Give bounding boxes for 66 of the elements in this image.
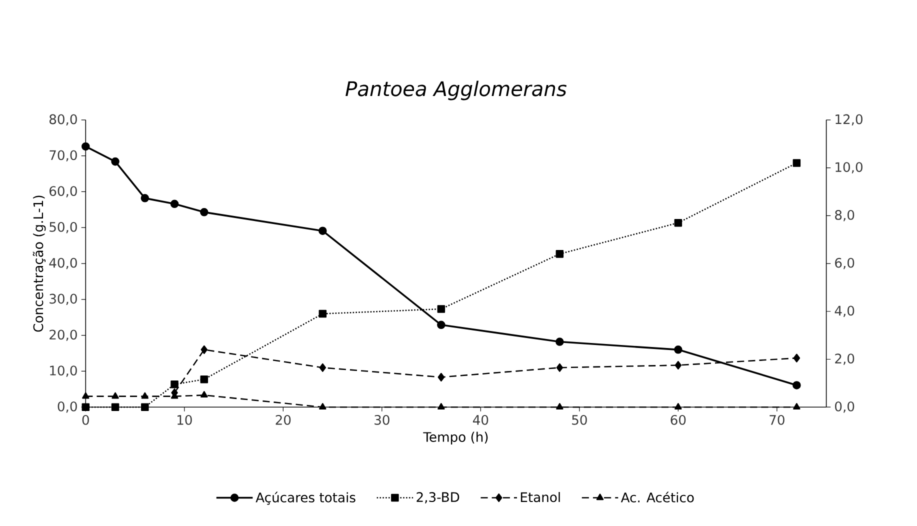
point (792, 159, 801, 167)
x-axis-title: Tempo (h) (423, 432, 488, 444)
legend-label: Ac. Acético (620, 492, 694, 502)
legend-label: Açúcares totais (256, 492, 356, 505)
point (140, 194, 150, 202)
x-tick-label: 20 (276, 414, 291, 425)
point (82, 142, 90, 151)
point (437, 320, 446, 330)
x-tick-label: 10 (178, 414, 192, 425)
point (200, 391, 208, 398)
y-tick-label: 50,0 (50, 222, 77, 234)
point (82, 403, 90, 411)
y-tick-label: 10,0 (50, 366, 77, 377)
y-tick-label: 20,0 (50, 330, 77, 341)
y-tick-label: 30,0 (50, 294, 77, 306)
x-tick-label: 60 (670, 414, 686, 425)
point (674, 218, 682, 227)
y2-tick-label: 12,0 (836, 114, 862, 126)
point (319, 403, 326, 410)
point (793, 403, 800, 410)
point (170, 380, 178, 388)
legend-label: 2,3-BD (416, 492, 460, 504)
x-tick-label: 0 (82, 414, 89, 425)
point (318, 310, 327, 318)
y-tick-label: 80,0 (50, 114, 77, 126)
point (112, 392, 119, 399)
point (318, 226, 327, 235)
point (438, 403, 445, 410)
y2-tick-label: 4,0 (834, 306, 854, 317)
point (437, 305, 446, 313)
point (141, 392, 149, 399)
x-tick-label: 50 (572, 414, 587, 425)
point (111, 157, 120, 166)
point (674, 360, 682, 370)
y-tick-label: 60,0 (50, 186, 77, 198)
point (200, 345, 208, 354)
point (438, 372, 445, 382)
point (556, 250, 564, 258)
legend-label: Etanol (520, 492, 560, 502)
y2-tick-label: 10,0 (836, 162, 862, 174)
point (82, 392, 90, 399)
y-tick-label: 40,0 (49, 258, 77, 270)
point (674, 403, 682, 410)
y2-tick-label: 0,0 (835, 401, 854, 413)
point (793, 354, 800, 362)
chart-title: Pantoea Agglomerans (346, 80, 567, 100)
point (674, 346, 682, 354)
point (556, 338, 564, 346)
point (111, 403, 120, 411)
point (792, 381, 801, 390)
y2-tick-label: 8,0 (835, 210, 854, 222)
y2-tick-label: 2,0 (835, 354, 854, 365)
point (141, 403, 149, 411)
point (200, 208, 208, 216)
x-tick-label: 40 (472, 414, 488, 425)
x-tick-label: 70 (770, 414, 784, 425)
point (319, 363, 326, 372)
y-tick-label: 0,0 (58, 401, 77, 413)
y-axis-title: Concentração (g.L-1) (32, 196, 46, 332)
point (170, 200, 179, 208)
y2-tick-label: 6,0 (835, 258, 854, 270)
y-tick-label: 70,0 (50, 150, 77, 162)
point (556, 403, 564, 410)
point (556, 363, 564, 372)
point (200, 375, 208, 384)
x-tick-label: 30 (374, 414, 390, 425)
